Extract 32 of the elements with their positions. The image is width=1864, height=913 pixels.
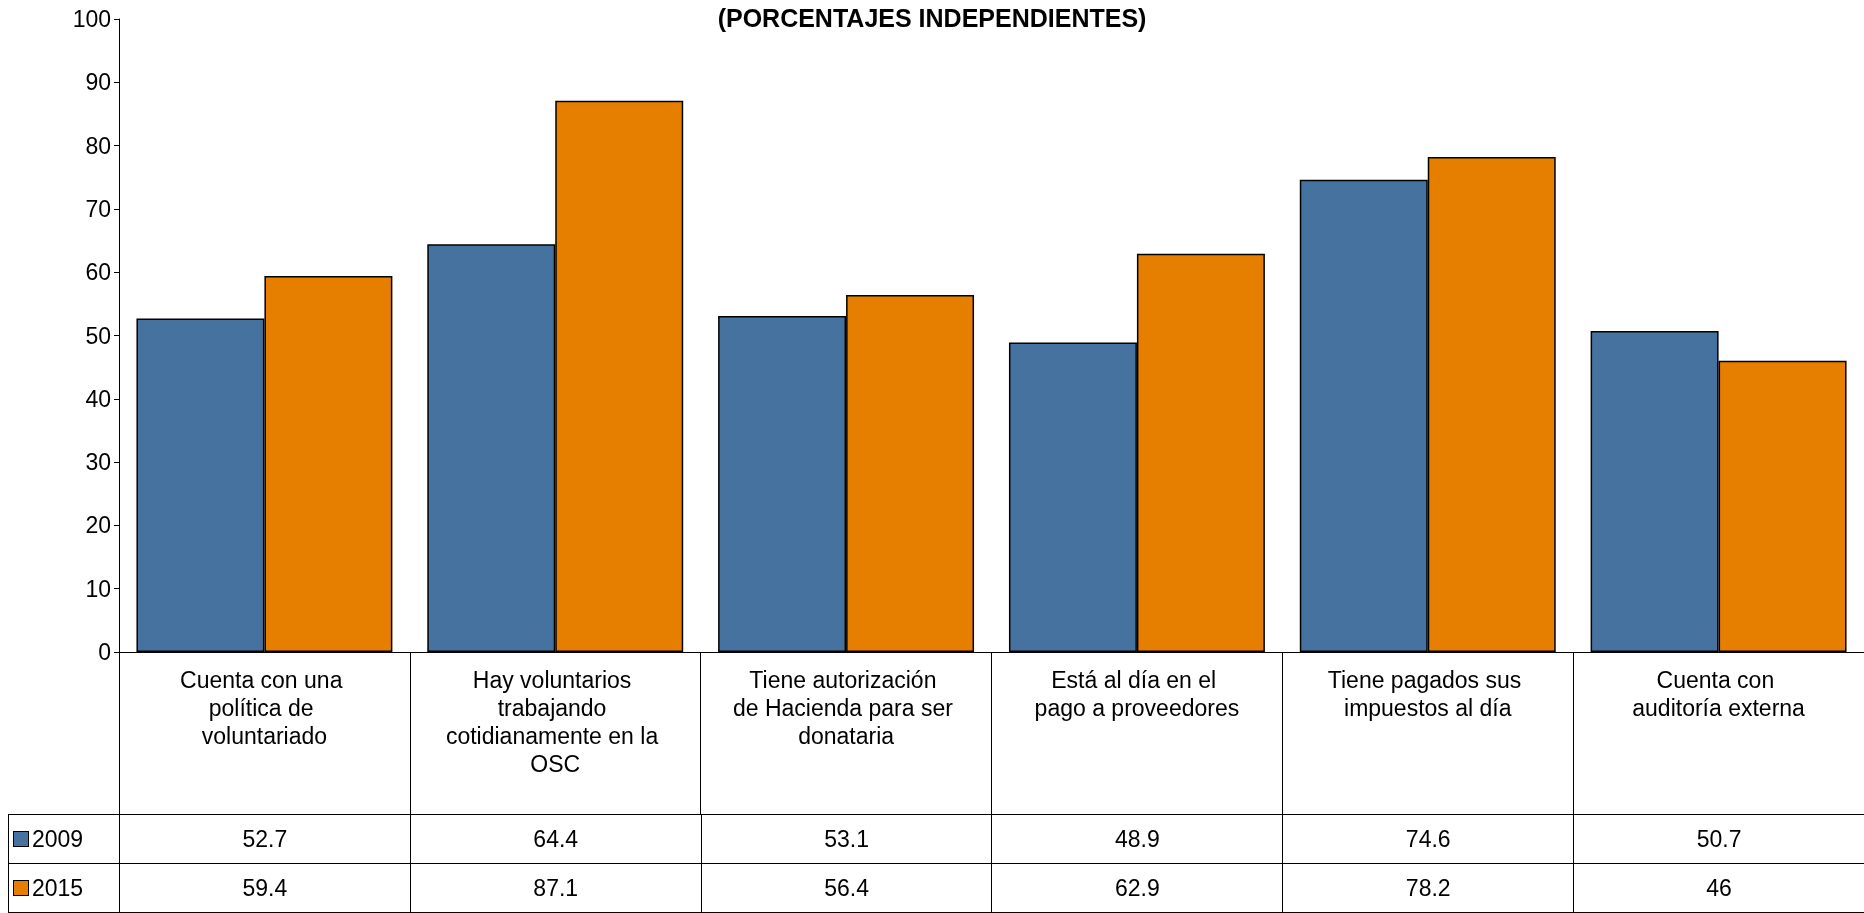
y-tick-label: 10: [85, 575, 111, 602]
data-label: 87.1: [410, 863, 702, 913]
legend-label: 2015: [8, 863, 120, 913]
data-label: 64.4: [410, 814, 702, 864]
y-tick-label: 60: [85, 259, 111, 286]
chart-title: (PORCENTAJES INDEPENDIENTES): [717, 3, 1147, 32]
x-tick-label: Está al día en el pago a proveedores: [1034, 667, 1240, 721]
x-tick-label: Hay voluntarios trabajando cotidianamente en la OSC: [445, 667, 665, 777]
legend-label: 2009: [8, 814, 120, 864]
data-label: 56.4: [701, 863, 992, 913]
y-tick-label: 50: [85, 322, 111, 349]
y-tick-label: 100: [72, 6, 111, 32]
data-label: 50.7: [1573, 814, 1864, 864]
y-tick-label: 70: [85, 195, 111, 222]
data-label: 78.2: [1282, 863, 1574, 913]
data-label: 48.9: [991, 814, 1283, 864]
y-tick-label: 40: [85, 385, 111, 412]
x-tick-label: Tiene autorización de Hacienda para ser donataria: [732, 667, 960, 749]
y-tick-label: 0: [98, 639, 111, 665]
y-tick-label: 80: [85, 132, 111, 159]
x-tick-label: Cuenta con auditoría externa: [1632, 667, 1806, 721]
y-tick-label: 30: [85, 449, 111, 476]
data-label: 52.7: [119, 814, 411, 864]
y-tick-label: 20: [85, 512, 111, 539]
y-tick-label: 90: [85, 69, 111, 96]
data-label: 53.1: [701, 814, 992, 864]
data-label: 59.4: [119, 863, 411, 913]
data-label: 62.9: [991, 863, 1283, 913]
x-tick-label: Tiene pagados sus impuestos al día: [1327, 667, 1528, 721]
data-label: 46: [1573, 863, 1864, 913]
x-tick-label: Cuenta con una política de voluntariado: [180, 667, 349, 749]
data-label: 74.6: [1282, 814, 1574, 864]
